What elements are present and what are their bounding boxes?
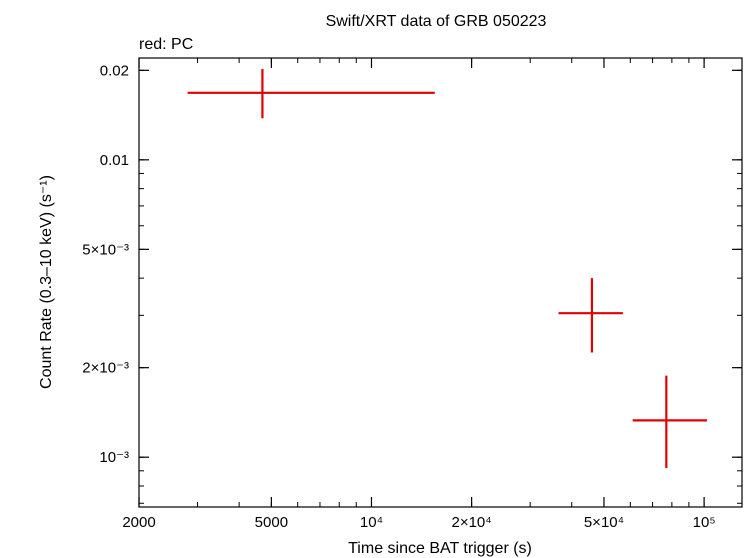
data-point: [632, 375, 707, 468]
x-tick-label: 2000: [122, 514, 155, 531]
y-tick-label: 5×10⁻³: [82, 241, 129, 258]
y-tick-label: 0.02: [100, 62, 129, 79]
axes: 2000 5000 10⁴ 2×10⁴ 5×10⁴ 10⁵ 0.02 0.01 5×10⁻³ 2×…: [82, 58, 742, 531]
data-point: [187, 69, 435, 119]
data-point: [558, 278, 623, 353]
x-tick-label: 10⁵: [693, 514, 716, 531]
x-tick-label: 5×10⁴: [584, 514, 624, 531]
chart-title: Swift/XRT data of GRB 050223: [326, 13, 547, 30]
y-tick-label: 10⁻³: [99, 449, 129, 466]
y-tick-label: 0.01: [100, 152, 129, 169]
x-axis-label: Time since BAT trigger (s): [348, 540, 532, 557]
chart-subtitle: red: PC: [139, 36, 193, 53]
x-tick-label: 2×10⁴: [451, 514, 491, 531]
y-tick-label: 2×10⁻³: [82, 360, 129, 377]
plot-frame: [138, 57, 743, 508]
data-marks: [187, 69, 707, 468]
y-axis-label: Count Rate (0.3–10 keV) (s⁻¹): [38, 175, 55, 389]
x-tick-label: 10⁴: [360, 514, 383, 531]
x-tick-label: 5000: [255, 514, 288, 531]
